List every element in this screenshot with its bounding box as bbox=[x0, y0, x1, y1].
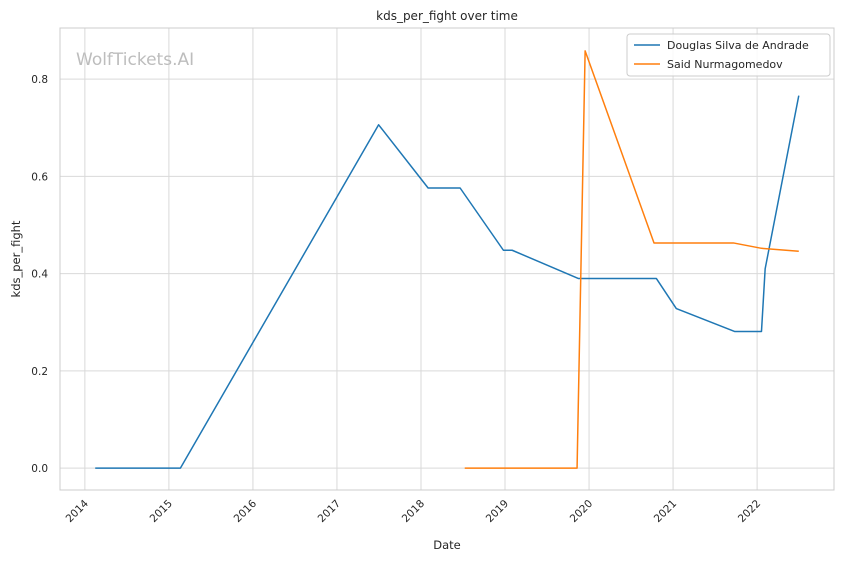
series-line-douglas bbox=[95, 95, 800, 469]
grid bbox=[60, 28, 834, 490]
y-tick-label: 0.2 bbox=[31, 366, 48, 378]
watermark: WolfTickets.AI bbox=[76, 50, 194, 70]
y-tick-label: 0.4 bbox=[31, 269, 48, 281]
legend-label-said: Said Nurmagomedov bbox=[667, 58, 783, 71]
x-axis-label: Date bbox=[433, 538, 461, 552]
y-tick-label: 0.6 bbox=[31, 171, 48, 183]
plot-frame bbox=[59, 27, 835, 491]
legend: Douglas Silva de Andrade Said Nurmagomed… bbox=[626, 33, 831, 77]
series-lines bbox=[95, 50, 800, 469]
y-tick-label: 0.0 bbox=[31, 463, 48, 475]
legend-label-douglas: Douglas Silva de Andrade bbox=[667, 39, 809, 52]
series-line-said bbox=[464, 50, 799, 469]
y-tick-label: 0.8 bbox=[31, 74, 48, 86]
legend-box bbox=[626, 33, 831, 77]
y-axis-label: kds_per_fight bbox=[9, 220, 23, 297]
chart-title: kds_per_fight over time bbox=[376, 9, 518, 23]
